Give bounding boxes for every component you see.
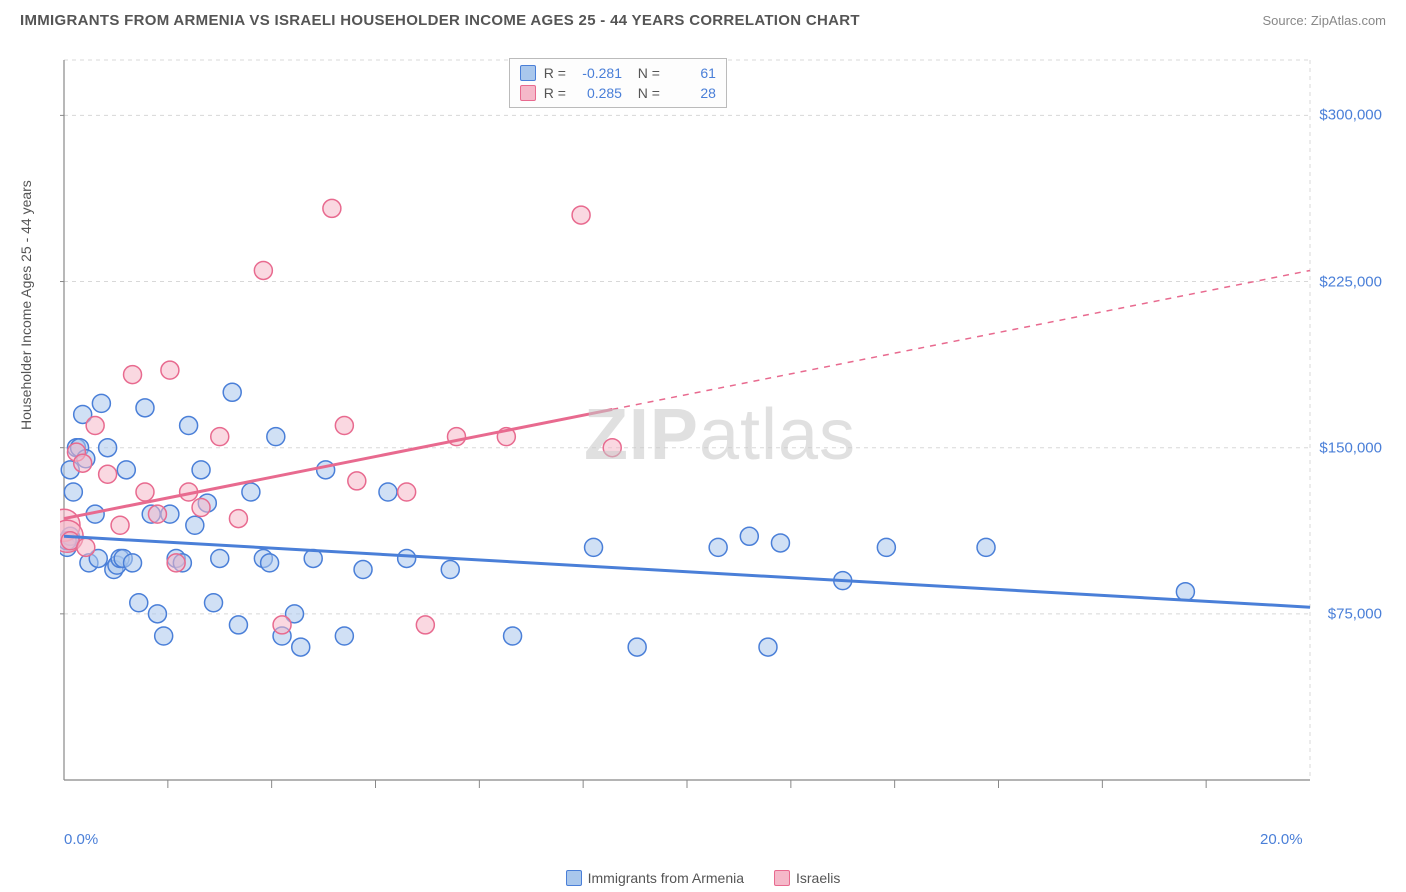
x-tick-label: 20.0% xyxy=(1260,831,1303,848)
chart-title: IMMIGRANTS FROM ARMENIA VS ISRAELI HOUSE… xyxy=(20,12,860,29)
plot-area: ZIPatlas $75,000$150,000$225,000$300,000… xyxy=(60,50,1380,820)
y-axis-label: Householder Income Ages 25 - 44 years xyxy=(18,180,34,430)
y-tick-label: $300,000 xyxy=(1319,107,1382,124)
correlation-legend: R = -0.281 N = 61R = 0.285 N = 28 xyxy=(509,58,727,108)
legend-row: R = -0.281 N = 61 xyxy=(520,63,716,83)
legend-row: R = 0.285 N = 28 xyxy=(520,83,716,103)
legend-item: Israelis xyxy=(774,870,840,886)
chart-svg xyxy=(60,50,1380,820)
series-legend: Immigrants from Armenia Israelis xyxy=(0,870,1406,886)
legend-item: Immigrants from Armenia xyxy=(566,870,744,886)
x-tick-label: 0.0% xyxy=(64,831,98,848)
y-tick-label: $225,000 xyxy=(1319,273,1382,290)
source-label: Source: ZipAtlas.com xyxy=(1262,13,1386,28)
y-tick-label: $75,000 xyxy=(1328,605,1382,622)
y-tick-label: $150,000 xyxy=(1319,439,1382,456)
